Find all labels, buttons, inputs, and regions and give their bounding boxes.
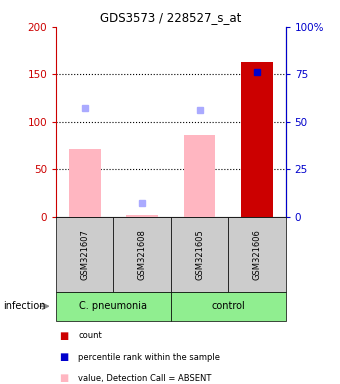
Text: ■: ■ bbox=[59, 331, 69, 341]
Text: GSM321605: GSM321605 bbox=[195, 229, 204, 280]
Text: GSM321606: GSM321606 bbox=[252, 229, 261, 280]
Title: GDS3573 / 228527_s_at: GDS3573 / 228527_s_at bbox=[100, 11, 241, 24]
Text: GSM321608: GSM321608 bbox=[138, 229, 147, 280]
Text: infection: infection bbox=[3, 301, 46, 311]
Text: ■: ■ bbox=[59, 373, 69, 383]
Bar bbox=[69, 149, 101, 217]
Text: GSM321607: GSM321607 bbox=[80, 229, 89, 280]
Bar bbox=[184, 135, 215, 217]
Text: ■: ■ bbox=[59, 352, 69, 362]
Text: percentile rank within the sample: percentile rank within the sample bbox=[78, 353, 220, 362]
Bar bbox=[126, 215, 158, 217]
Text: count: count bbox=[78, 331, 102, 341]
Bar bbox=[241, 62, 273, 217]
Text: C. pneumonia: C. pneumonia bbox=[80, 301, 148, 311]
Text: value, Detection Call = ABSENT: value, Detection Call = ABSENT bbox=[78, 374, 211, 383]
Text: control: control bbox=[211, 301, 245, 311]
